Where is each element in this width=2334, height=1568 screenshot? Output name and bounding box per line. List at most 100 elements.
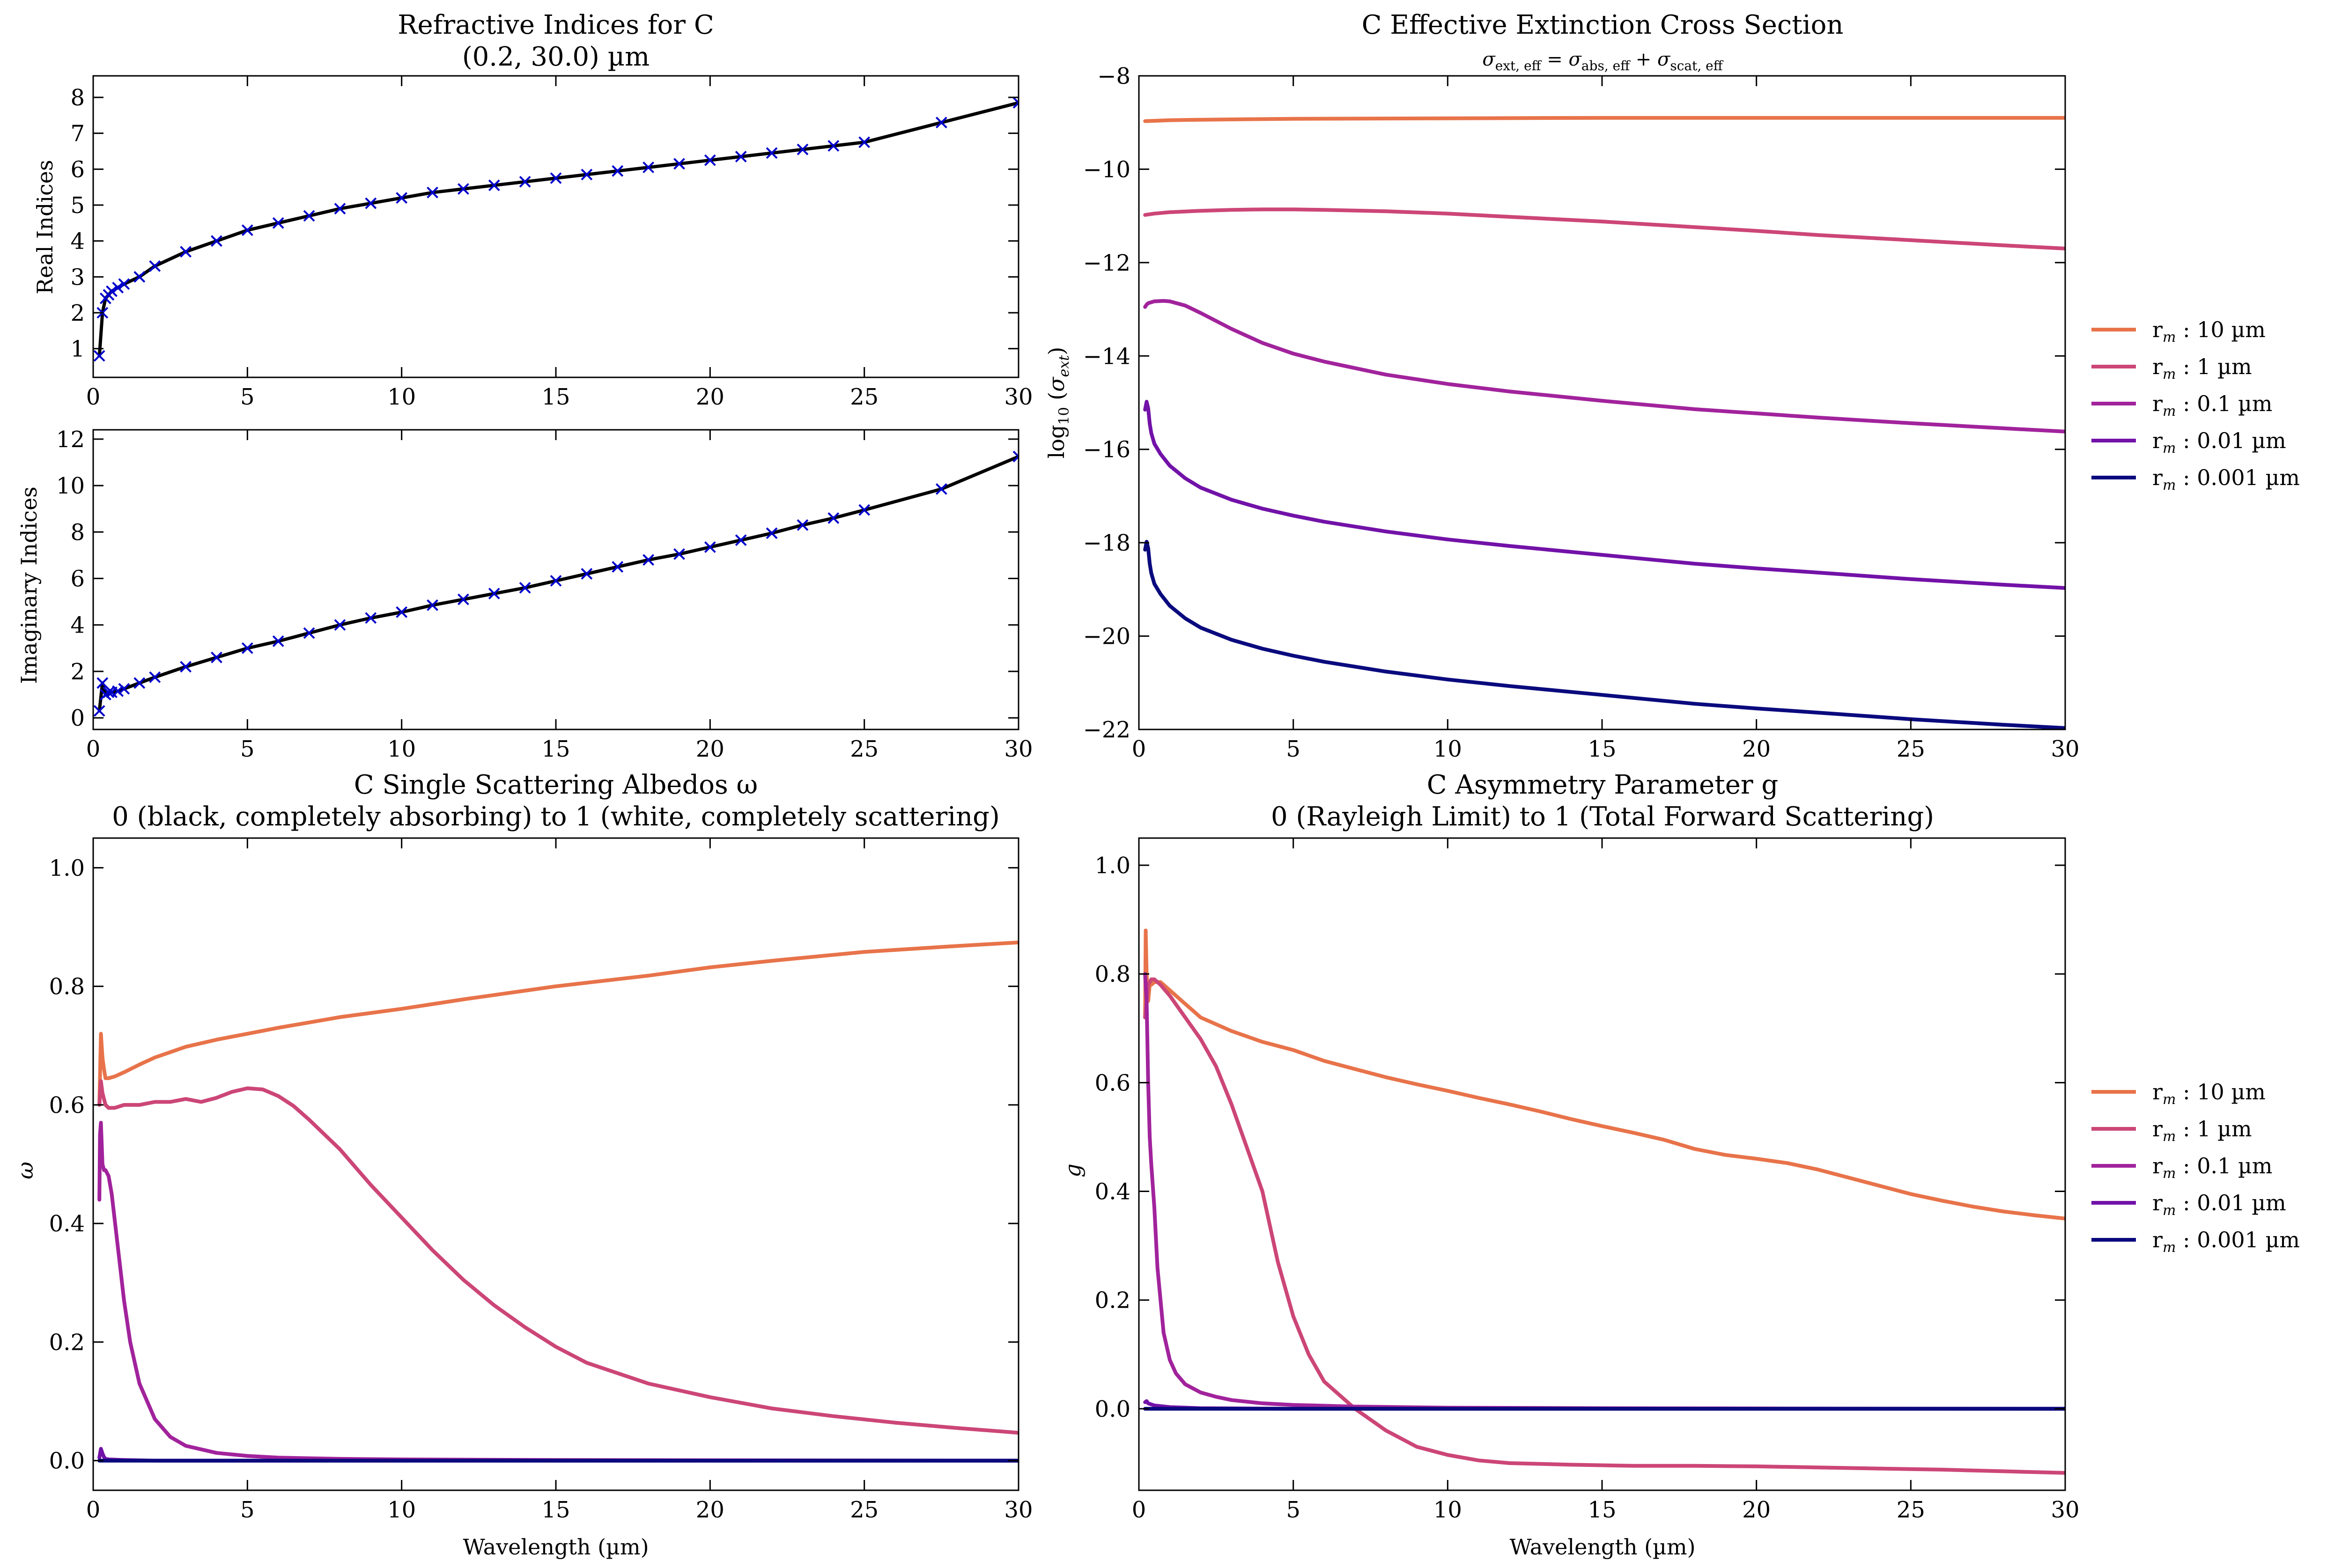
imag-data-marker [93,705,105,717]
imag-ytick-label: 8 [70,519,85,545]
imag-data-marker [827,512,840,524]
alb-xlabel: Wavelength (µm) [463,1534,649,1560]
legend-label: rm : 10 µm [2152,1079,2266,1108]
real-data-marker [1012,97,1019,109]
imag-data-marker [612,561,624,573]
alb-xtick-label: 25 [850,1497,879,1523]
real-xtick-label: 5 [240,384,255,410]
imag-xtick-label: 0 [86,736,101,762]
asym-xtick-label: 10 [1433,1497,1462,1523]
real-data-marker [427,186,438,199]
real-data-marker [735,151,747,162]
real-ytick-label: 8 [70,85,85,111]
imag-data-marker [396,606,408,618]
alb-ytick-label: 0.6 [49,1092,85,1119]
alb-xtick-label: 5 [240,1497,255,1523]
asym-xlabel: Wavelength (µm) [1509,1534,1695,1560]
ext-ytick-label: −20 [1083,624,1130,650]
imag-data-marker [112,685,124,697]
ext-series-group [1143,116,2065,729]
asym-ylabel: g [1060,1163,1086,1177]
ext-ytick-label: −16 [1083,437,1130,463]
real-ylabel: Real Indices [32,160,58,294]
asym-xtick-label: 30 [2051,1497,2079,1523]
imag-data-marker [673,548,685,560]
ext-subtitle-formula: σext, eff = σabs, eff + σscat, eff [1482,49,1723,74]
imaginary-index-plot: 0 5 10 15 20 25 30 0 2 4 6 8 10 12 [56,427,1033,762]
ext-series-line-2 [1143,299,2065,434]
legend-label: rm : 1 µm [2152,1116,2252,1145]
real-data-marker [519,176,531,188]
real-data-marker [106,285,118,297]
ext-ytick-label: −14 [1083,343,1130,369]
imag-ytick-label: 10 [56,473,85,499]
imag-ytick-label: 0 [70,705,85,731]
alb-xtick-label: 20 [696,1497,724,1523]
imag-ytick-label: 12 [56,427,85,453]
imag-data-marker [103,686,115,699]
imag-data-marker [766,527,778,539]
legend-label: rm : 0.1 µm [2152,1153,2273,1182]
real-data-marker [303,210,315,222]
ext-xtick-label: 15 [1588,736,1616,762]
asymmetry-plot: 0 5 10 15 20 25 30 0.0 0.2 0.4 0.6 0.8 1.0 [1095,837,2080,1523]
legend-label: rm : 0.001 µm [2152,465,2300,493]
alb-ytick-label: 0.8 [49,974,85,1000]
asym-title-line1: C Asymmetry Parameter g [1427,770,1779,800]
ext-xtick-label: 5 [1286,736,1300,762]
real-ytick-label: 3 [70,264,85,290]
legend-label: rm : 0.01 µm [2152,1190,2286,1219]
asym-ytick-label: 0.8 [1095,961,1130,987]
real-data-marker [673,158,685,170]
real-data-marker [488,179,500,191]
real-data-marker [272,217,284,229]
imag-data-marker [457,593,469,605]
imag-ytick-label: 6 [70,566,85,592]
imag-data-marker [488,588,500,600]
ext-title: C Effective Extinction Cross Section [1362,10,1844,40]
imag-data-marker [427,599,438,611]
real-data-marker [766,147,778,159]
ext-xtick-label: 25 [1897,736,1925,762]
real-xtick-label: 10 [387,384,416,410]
imag-data-marker [118,683,130,695]
real-xtick-label: 15 [541,384,570,410]
real-ytick-label: 2 [70,300,85,326]
ext-series-line-3 [1143,400,2065,590]
legend-label: rm : 0.001 µm [2152,1227,2300,1256]
ext-series-line-0 [1143,116,2065,123]
asym-ytick-label: 0.0 [1095,1396,1130,1422]
imag-data-marker [550,575,562,587]
imag-data-marker [211,651,222,663]
refr-title-line1: Refractive Indices for C [398,10,714,40]
imag-data-marker [133,677,146,689]
alb-ytick-label: 0.2 [49,1329,85,1355]
real-data-marker [550,172,562,184]
imag-data-marker [704,541,716,553]
imag-data-marker [334,619,346,631]
real-data-marker [797,143,809,155]
imag-data-marker [858,504,871,516]
alb-ylabel: ω [13,1162,38,1179]
real-data-marker [149,260,161,272]
legend-label: rm : 1 µm [2152,354,2252,383]
imag-data-marker [149,671,161,683]
ext-xtick-label: 30 [2051,736,2079,762]
alb-xtick-label: 30 [1004,1497,1033,1523]
alb-title-line2: 0 (black, completely absorbing) to 1 (wh… [112,802,1000,832]
imag-data-marker [365,612,377,624]
imag-series-group [93,450,1019,717]
alb-series-line-0 [97,940,1019,1107]
real-xtick-label: 30 [1004,384,1033,410]
real-ytick-label: 4 [70,228,85,255]
real-xtick-label: 20 [696,384,724,410]
imag-data-marker [735,534,747,546]
real-ytick-label: 5 [70,192,85,219]
alb-xtick-label: 0 [86,1497,101,1523]
asym-ytick-label: 1.0 [1095,853,1130,879]
alb-xtick-label: 10 [387,1497,416,1523]
asym-series-group [1143,928,2065,1475]
real-data-marker [858,136,871,148]
imag-data-marker [303,627,315,639]
real-data-marker [827,140,840,152]
